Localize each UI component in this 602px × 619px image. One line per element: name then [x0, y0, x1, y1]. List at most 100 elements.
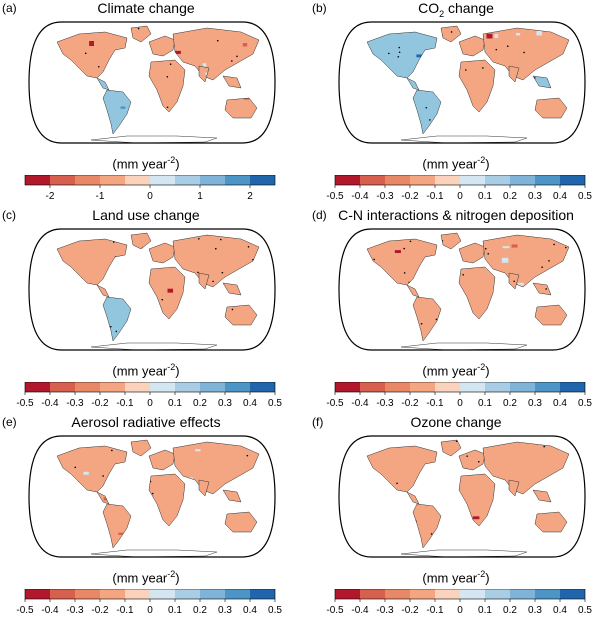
grid-cell — [276, 67, 282, 71]
significance-dot — [74, 466, 77, 469]
panel-letter: (b) — [312, 1, 327, 15]
significance-dot — [586, 271, 588, 273]
significance-dot — [579, 240, 581, 242]
colorbar-segment — [385, 589, 410, 599]
grid-cell — [29, 323, 32, 327]
significance-dot — [574, 27, 576, 29]
significance-dot — [581, 234, 583, 236]
significance-dot — [276, 449, 278, 451]
continent-seAsia — [532, 489, 591, 562]
significance-dot — [111, 449, 113, 452]
significance-dot — [102, 475, 104, 477]
significance-dot — [337, 479, 339, 481]
colorbar-segment — [560, 175, 585, 185]
grid-cell — [586, 515, 591, 518]
significance-dot — [346, 440, 348, 442]
significance-dot — [116, 433, 118, 435]
significance-dot — [403, 247, 405, 250]
continent-europe — [29, 242, 269, 351]
colorbar-segment — [175, 589, 200, 599]
significance-dot — [376, 143, 378, 145]
significance-dot — [585, 460, 587, 462]
significance-dot — [347, 548, 349, 550]
grid-cell — [567, 349, 571, 352]
grid-cell — [28, 235, 34, 240]
grid-cell — [269, 536, 273, 540]
panel-title-suffix: change — [444, 0, 494, 16]
colorbar-tick-label: 0.4 — [553, 605, 567, 616]
significance-dot — [273, 50, 275, 52]
significance-dot — [26, 551, 28, 553]
significance-dot — [584, 247, 586, 249]
unit-text: (mm year — [112, 156, 168, 172]
unit-close: ) — [485, 156, 490, 172]
significance-dot — [584, 231, 586, 233]
panel-b: (b) CO2 change (mm year-2) -0.5 -0.4 -0.3 -0.2… — [310, 0, 602, 202]
significance-dot — [543, 445, 545, 448]
colorbar-segment — [535, 589, 560, 599]
panel-letter: (d) — [312, 208, 327, 222]
significance-dot — [583, 454, 585, 456]
colorbar-tick-label: -0.3 — [376, 605, 394, 616]
continent-europe — [49, 436, 176, 471]
grid-cell — [515, 32, 521, 36]
significance-dot — [36, 547, 38, 549]
colorbar-segment — [125, 382, 150, 392]
significance-dot — [46, 227, 48, 229]
significance-dot — [250, 19, 252, 21]
significance-dot — [582, 328, 584, 330]
colorbar-tick-label: 0.2 — [503, 605, 517, 616]
significance-dot — [513, 280, 515, 283]
continent-greenland — [440, 439, 587, 462]
colorbar-unit-label: (mm year-2) — [0, 569, 292, 585]
colorbar-tick-label: -0.5 — [326, 605, 344, 616]
colorbar-segment — [200, 589, 225, 599]
colorbar-segment — [410, 589, 435, 599]
grid-cell — [536, 30, 542, 36]
colorbar-tick-label: -0.4 — [41, 398, 59, 409]
significance-dot — [341, 35, 343, 37]
map-frame — [338, 21, 586, 144]
significance-dot — [273, 455, 275, 457]
grid-cell — [83, 471, 89, 475]
significance-dot — [373, 258, 375, 261]
grid-cell — [580, 139, 587, 142]
colorbar-segment — [510, 175, 535, 185]
colorbar-tick-label: 0 — [147, 398, 153, 409]
significance-dot — [341, 233, 343, 235]
colorbar-tick-label: 0.2 — [503, 191, 517, 202]
significance-dot — [435, 318, 438, 321]
continent-india — [480, 227, 583, 290]
colorbar-segment — [50, 589, 75, 599]
significance-dot — [49, 436, 51, 438]
colorbar-tick-label: 0.5 — [578, 398, 592, 409]
significance-dot — [526, 433, 528, 435]
colorbar: -0.5 -0.4 -0.3 -0.2 -0.1 0 0.1 0.2 0.3 0.4 0.5 — [326, 589, 592, 616]
colorbar-tick-label: -0.3 — [376, 191, 394, 202]
continent-australia — [224, 97, 258, 119]
colorbar-segment — [75, 382, 100, 392]
map-frame — [28, 21, 276, 144]
grid-cell — [515, 143, 519, 147]
colorbar-segment — [485, 382, 510, 392]
colorbar-tick-label: 2 — [247, 191, 253, 202]
significance-dot — [267, 349, 269, 351]
significance-dot — [36, 21, 38, 23]
significance-dot — [27, 533, 29, 535]
colorbar-tick-label: 0.3 — [528, 191, 542, 202]
grid-cell — [277, 434, 281, 436]
significance-dot — [351, 27, 353, 29]
significance-dot — [523, 51, 525, 54]
grid-cell — [566, 144, 571, 148]
grid-cell — [561, 144, 568, 146]
significance-dot — [268, 33, 270, 35]
grid-cell — [538, 558, 543, 562]
significance-dot — [584, 247, 586, 249]
significance-dot — [263, 138, 265, 140]
grid-cell — [32, 236, 37, 240]
significance-dot — [340, 322, 342, 324]
unit-close: ) — [175, 570, 180, 586]
significance-dot — [519, 227, 521, 229]
significance-dot — [480, 227, 482, 229]
colorbar-segment — [460, 589, 485, 599]
